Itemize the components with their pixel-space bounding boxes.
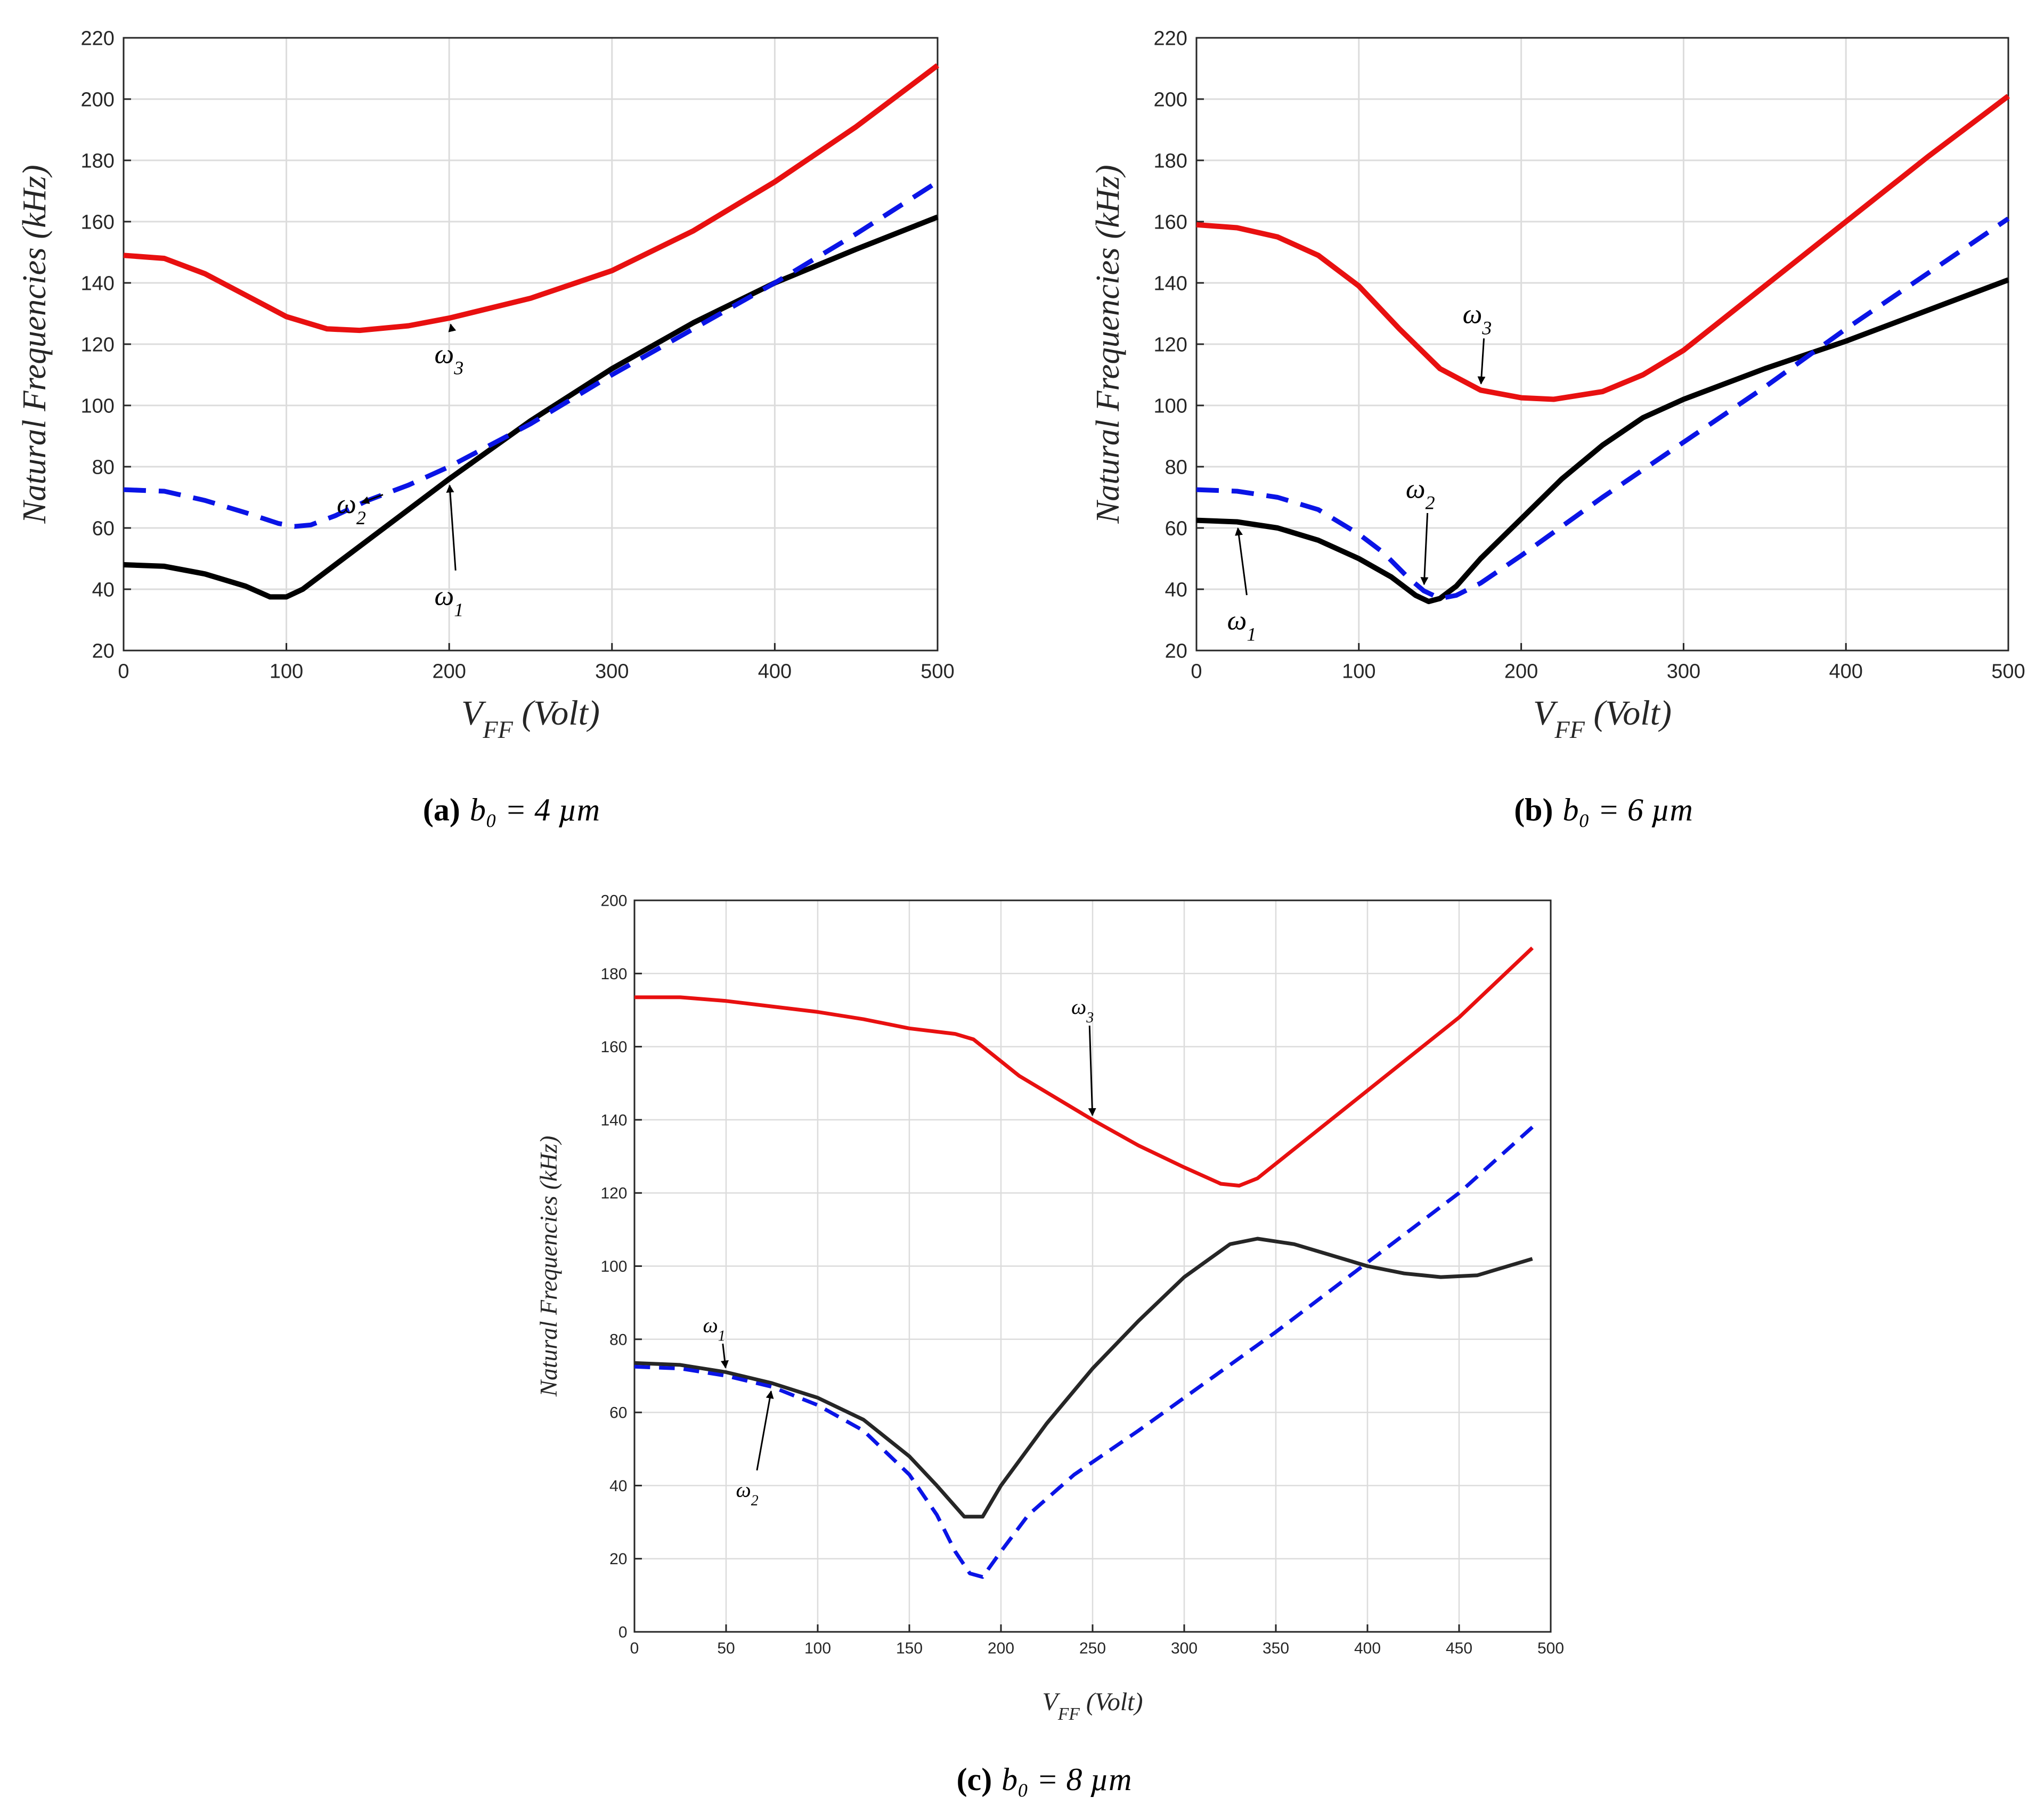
x-axis-label: VFF (Volt) (461, 694, 600, 743)
y-tick-label: 120 (600, 1185, 627, 1202)
x-tick-label: 200 (988, 1640, 1014, 1657)
y-tick-label: 180 (1153, 150, 1187, 172)
y-tick-label: 160 (1153, 211, 1187, 233)
y-tick-label: 120 (1153, 334, 1187, 356)
y-tick-label: 200 (1153, 88, 1187, 111)
y-axis-label: Natural Frequencies (kHz) (535, 1136, 562, 1397)
x-tick-label: 100 (270, 660, 303, 682)
y-tick-label: 80 (92, 456, 115, 478)
y-tick-label: 80 (1165, 456, 1187, 478)
chart-panel-a: 0 100 200 300 400 500 20 40 60 80 100 120 140 160 180 2… (15, 27, 955, 827)
x-tick-label: 400 (1354, 1640, 1381, 1657)
annotation-label-omega-2: ω2 (1406, 474, 1435, 513)
y-tick-label: 120 (80, 334, 114, 356)
x-tick-label: 400 (758, 660, 792, 682)
annotation-label-omega-3: ω3 (435, 339, 464, 378)
y-tick-label: 100 (600, 1258, 627, 1275)
y-tick-label: 140 (600, 1111, 627, 1129)
x-tick-label: 300 (595, 660, 629, 682)
y-tick-label: 200 (80, 88, 114, 111)
y-tick-label: 220 (1153, 27, 1187, 50)
x-tick-label: 100 (1342, 660, 1375, 682)
x-tick-label: 500 (921, 660, 954, 682)
series-line-omega-3 (123, 63, 940, 334)
x-tick-label: 500 (1537, 1640, 1564, 1657)
annotation-label-omega-1: ω1 (435, 581, 464, 621)
x-tick-label: 500 (1991, 660, 2025, 682)
y-tick-label: 160 (80, 211, 114, 233)
panel-caption: (b) b₀ = 6 µm (1514, 792, 1693, 827)
series-line-omega-3 (1196, 94, 2010, 402)
y-tick-label: 60 (92, 517, 115, 540)
y-tick-label: 40 (1165, 579, 1187, 601)
y-axis-label: Natural Frequencies (kHz) (1089, 165, 1126, 524)
y-tick-label: 40 (92, 579, 115, 601)
y-tick-label: 140 (1153, 272, 1187, 295)
x-tick-label: 200 (432, 660, 466, 682)
annotation-arrow-omega-2 (1420, 513, 1429, 586)
annotation-label-omega-2: ω2 (337, 489, 366, 529)
y-tick-label: 180 (80, 150, 114, 172)
annotation-label-omega-3: ω3 (1071, 995, 1094, 1026)
x-tick-label: 150 (896, 1640, 923, 1657)
series-line-omega-1 (634, 1237, 1533, 1519)
series-line-omega-1 (123, 214, 939, 600)
x-tick-label: 0 (1191, 660, 1202, 682)
y-axis-label: Natural Frequencies (kHz) (15, 165, 53, 524)
x-tick-label: 100 (804, 1640, 831, 1657)
annotation-label-omega-1: ω1 (703, 1313, 726, 1344)
annotation-arrow-omega-3 (1088, 1026, 1096, 1117)
annotation-label-omega-1: ω1 (1227, 606, 1257, 645)
y-tick-label: 220 (80, 27, 114, 50)
y-tick-label: 20 (92, 640, 115, 662)
x-tick-label: 400 (1829, 660, 1862, 682)
y-tick-label: 200 (600, 892, 627, 910)
x-axis-label: VFF (Volt) (1533, 694, 1672, 743)
series-line-omega-2 (1196, 216, 2010, 601)
x-tick-label: 0 (118, 660, 129, 682)
x-tick-label: 350 (1263, 1640, 1289, 1657)
y-tick-label: 20 (1165, 640, 1187, 662)
y-tick-label: 60 (609, 1404, 627, 1422)
x-tick-label: 450 (1446, 1640, 1472, 1657)
panel-caption: (c) b₀ = 8 µm (957, 1762, 1132, 1797)
series-line-omega-1 (1196, 277, 2009, 604)
x-tick-label: 300 (1171, 1640, 1198, 1657)
y-tick-label: 100 (1153, 395, 1187, 417)
x-tick-label: 300 (1667, 660, 1700, 682)
y-tick-label: 100 (80, 395, 114, 417)
annotation-arrow-omega-1 (1235, 527, 1248, 596)
annotation-arrow-omega-1 (446, 484, 457, 571)
chart-panel-b: 0 100 200 300 400 500 20 40 60 80 100 120 140 160 180 2… (1089, 27, 2025, 827)
series-line-omega-3 (634, 946, 1534, 1188)
y-tick-label: 160 (600, 1038, 627, 1056)
x-tick-label: 200 (1504, 660, 1538, 682)
y-tick-label: 180 (600, 965, 627, 983)
y-tick-label: 0 (618, 1624, 628, 1641)
x-axis-label: VFF (Volt) (1043, 1688, 1143, 1724)
y-tick-label: 140 (80, 272, 114, 295)
annotation-arrow-omega-3 (1477, 338, 1486, 385)
x-tick-label: 0 (630, 1640, 639, 1657)
annotation-label-omega-2: ω2 (736, 1477, 758, 1509)
y-tick-label: 40 (609, 1477, 627, 1495)
panel-caption: (a) b₀ = 4 µm (423, 792, 600, 827)
annotation-arrow-omega-2 (756, 1390, 774, 1471)
annotation-arrow-omega-3 (448, 323, 457, 332)
y-tick-label: 80 (609, 1331, 627, 1348)
annotation-arrow-omega-2 (361, 494, 384, 504)
x-tick-label: 50 (717, 1640, 735, 1657)
y-tick-label: 20 (609, 1550, 627, 1568)
y-tick-label: 60 (1165, 517, 1187, 540)
chart-panel-c: 0 50 100 150 200 250 300 350 400 450 500 0 20 40 60 80 1… (535, 892, 1564, 1798)
x-tick-label: 250 (1079, 1640, 1106, 1657)
series-line-omega-2 (634, 1125, 1534, 1579)
annotation-label-omega-3: ω3 (1463, 299, 1492, 339)
annotation-arrow-omega-1 (721, 1343, 729, 1369)
